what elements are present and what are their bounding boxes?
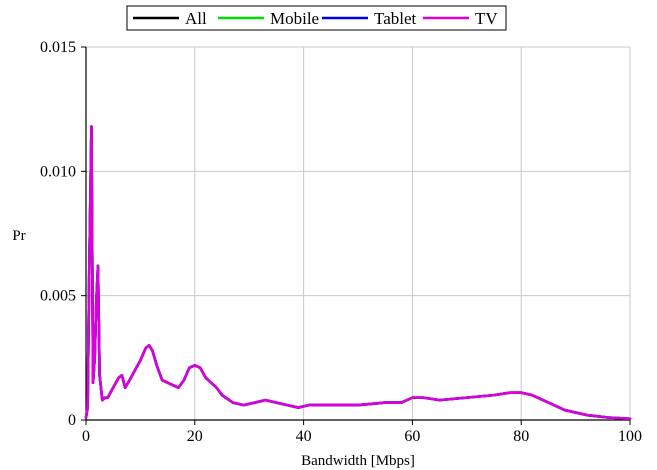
x-tick-label: 100 <box>618 428 642 445</box>
y-tick-label: 0.010 <box>40 163 76 180</box>
series-line-tv <box>84 125 632 421</box>
y-tick-label: 0.005 <box>40 288 76 305</box>
legend: All Mobile Tablet TV <box>126 5 507 31</box>
series-line-all <box>84 125 632 421</box>
legend-label-mobile: Mobile <box>270 9 319 28</box>
series-line-tablet <box>84 125 632 421</box>
x-axis-label: Bandwidth [Mbps] <box>301 453 415 469</box>
series-lines <box>84 125 632 421</box>
y-tick-label: 0 <box>68 412 76 429</box>
grid-lines <box>86 46 631 420</box>
x-tick-label: 60 <box>404 428 420 445</box>
legend-label-tablet: Tablet <box>374 9 417 28</box>
series-line-mobile <box>84 125 632 421</box>
y-tick-label: 0.015 <box>40 39 76 56</box>
x-tick-label: 0 <box>82 428 90 445</box>
legend-label-tv: TV <box>475 9 498 28</box>
x-tick-label: 40 <box>296 428 312 445</box>
axes <box>81 46 631 425</box>
tick-labels: 0 20 40 60 80 100 0 0.005 0.010 0.015 <box>40 39 642 445</box>
y-axis-label: Pr <box>12 228 25 244</box>
x-tick-label: 80 <box>513 428 529 445</box>
x-tick-label: 20 <box>187 428 203 445</box>
legend-label-all: All <box>185 9 207 28</box>
